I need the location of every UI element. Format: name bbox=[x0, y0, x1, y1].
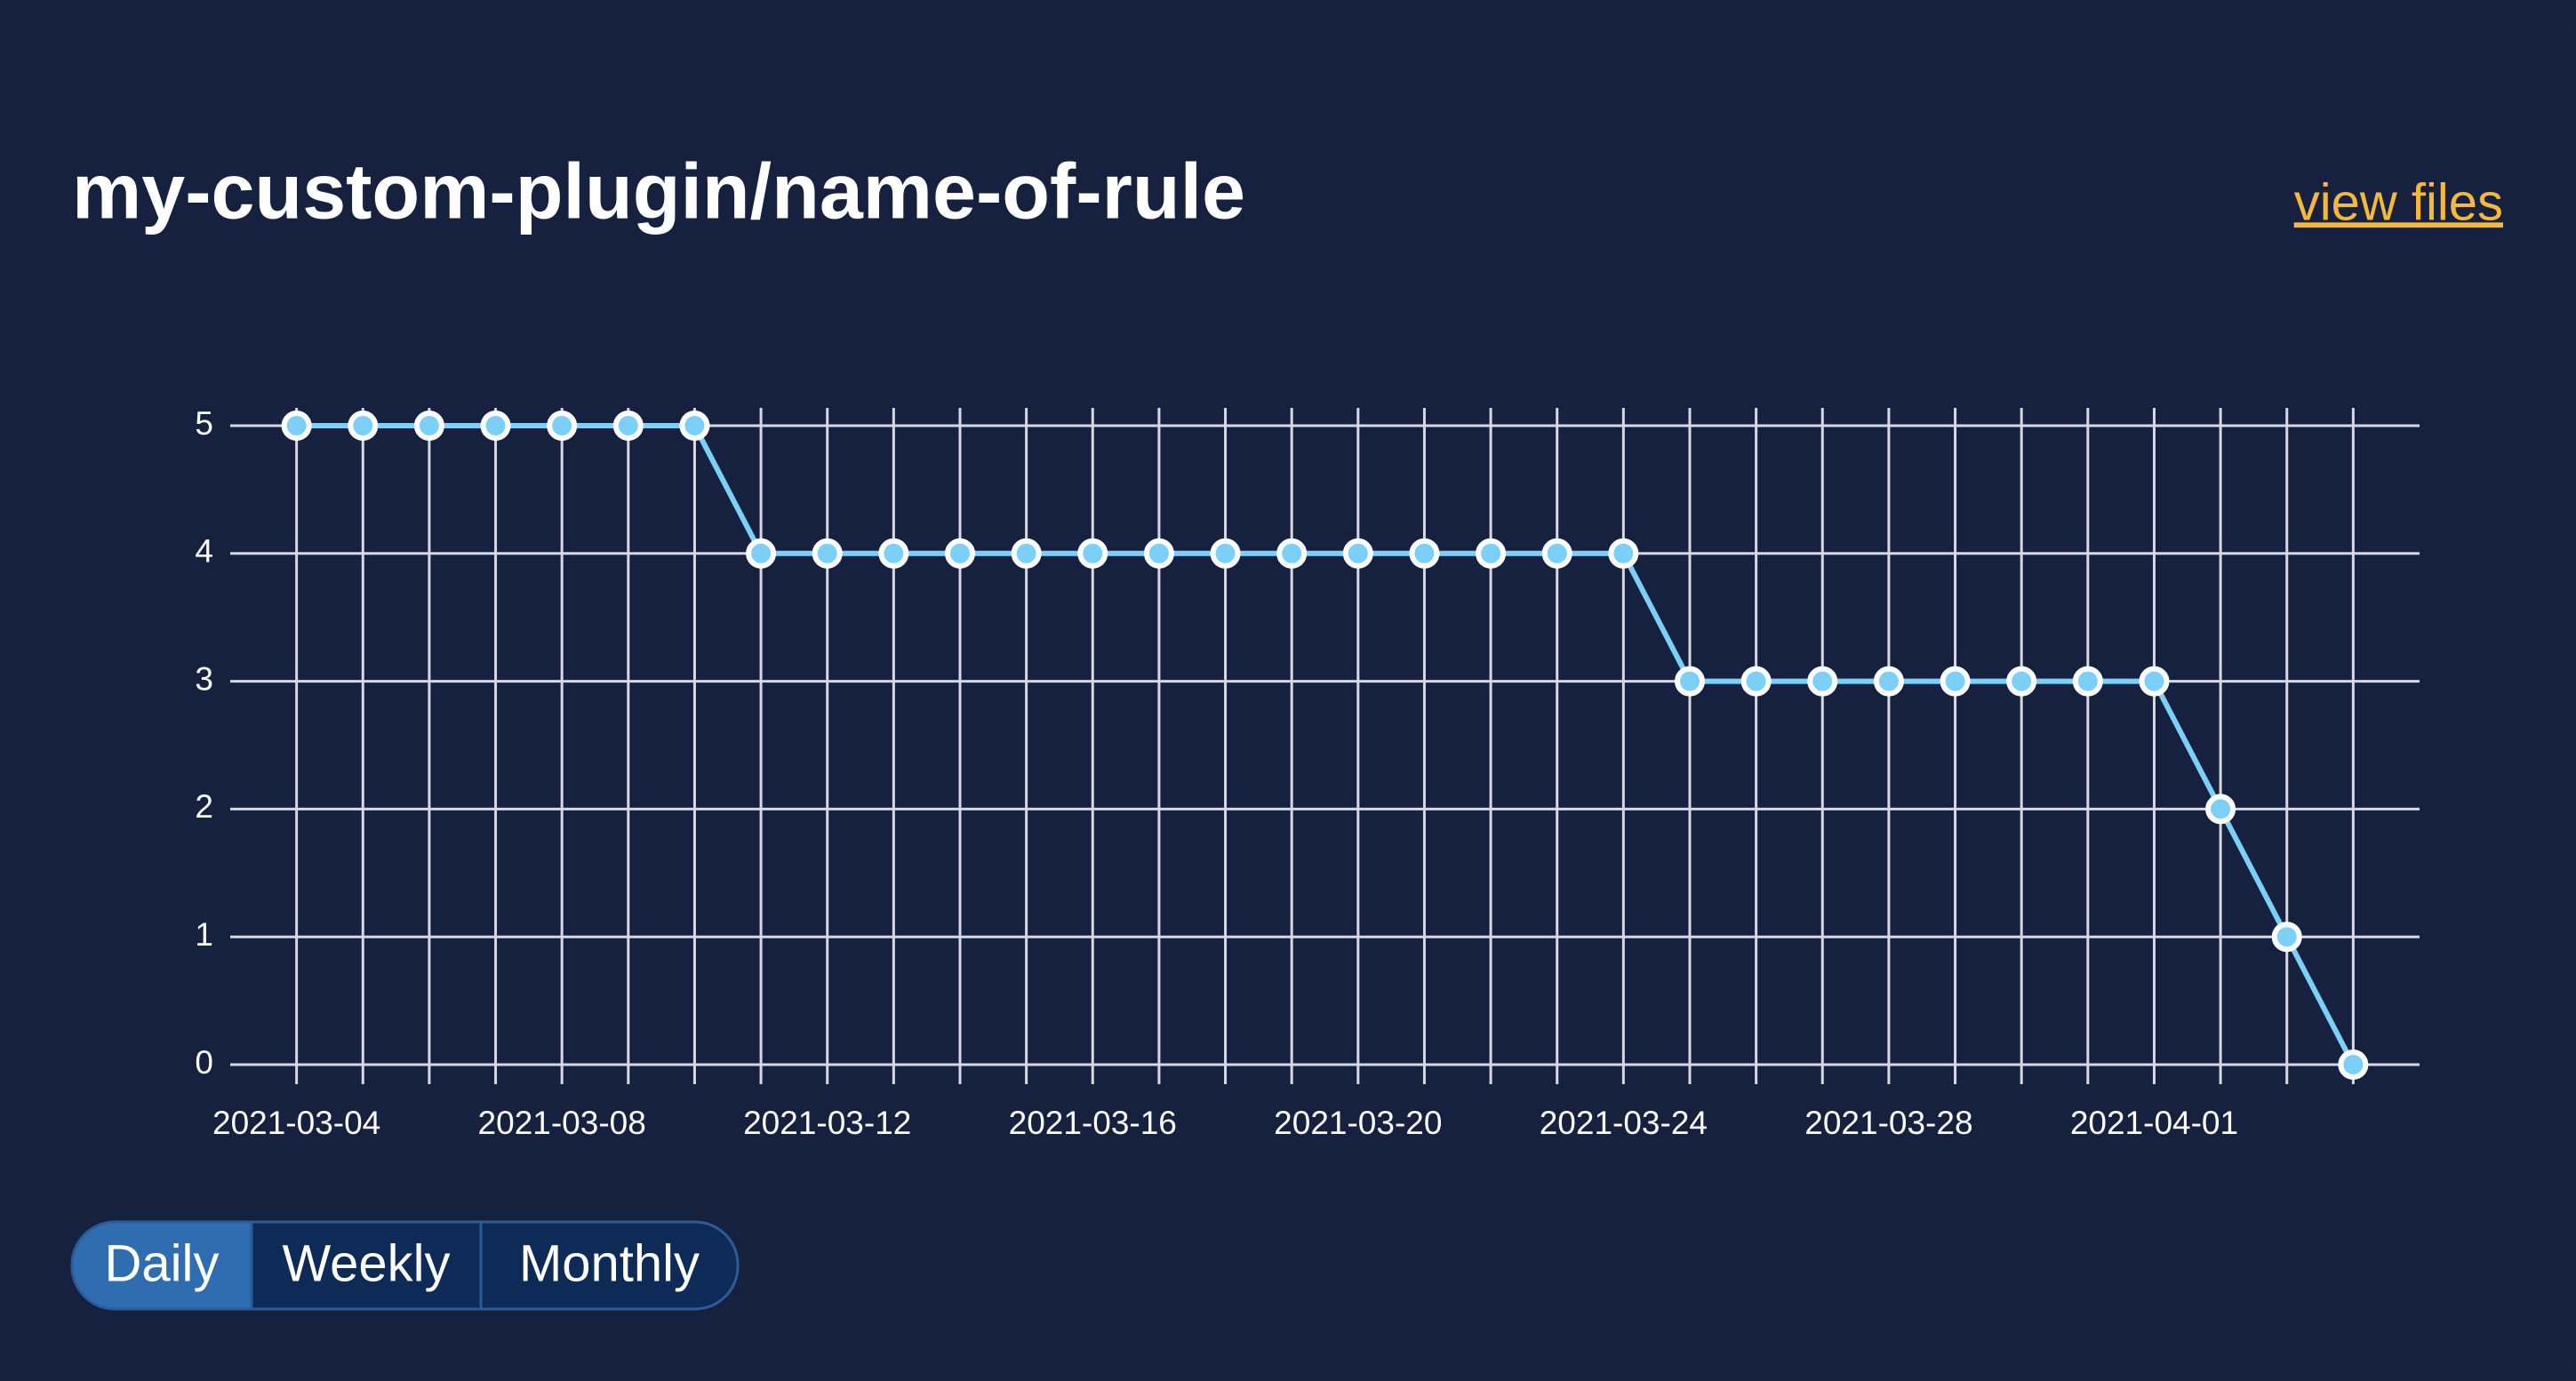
data-point bbox=[2338, 1050, 2369, 1080]
x-tick-label: 2021-03-24 bbox=[1540, 1105, 1708, 1141]
data-point bbox=[348, 411, 379, 441]
x-tick-label: 2021-03-08 bbox=[478, 1105, 646, 1141]
y-tick-label: 4 bbox=[195, 533, 213, 570]
period-button-background bbox=[72, 1222, 252, 1309]
period-button-background bbox=[252, 1222, 481, 1309]
data-point bbox=[480, 411, 511, 441]
data-point bbox=[2006, 666, 2037, 697]
data-point bbox=[1476, 538, 1507, 569]
data-point bbox=[1276, 538, 1308, 569]
data-point bbox=[878, 538, 909, 569]
data-point bbox=[1940, 666, 1971, 697]
x-tick-label: 2021-03-04 bbox=[212, 1105, 380, 1141]
y-tick-label: 5 bbox=[195, 405, 213, 442]
data-point bbox=[1608, 538, 1639, 569]
period-label[interactable]: Daily bbox=[105, 1234, 220, 1292]
data-point bbox=[1143, 538, 1174, 569]
data-point bbox=[679, 411, 710, 441]
data-point bbox=[1011, 538, 1042, 569]
y-tick-label: 1 bbox=[195, 916, 213, 953]
data-point bbox=[612, 411, 644, 441]
data-point bbox=[1740, 666, 1772, 697]
x-tick-label: 2021-03-12 bbox=[743, 1105, 911, 1141]
chart-title: my-custom-plugin/name-of-rule bbox=[72, 147, 1245, 235]
data-point bbox=[413, 411, 444, 441]
period-label[interactable]: Monthly bbox=[519, 1234, 700, 1292]
data-point bbox=[2072, 666, 2103, 697]
data-point bbox=[1675, 666, 1705, 697]
x-tick-label: 2021-03-16 bbox=[1009, 1105, 1177, 1141]
period-label[interactable]: Weekly bbox=[282, 1234, 450, 1292]
data-point bbox=[547, 411, 578, 441]
data-point bbox=[2139, 666, 2170, 697]
period-button[interactable]: Monthly bbox=[479, 1222, 738, 1309]
period-button[interactable]: Weekly bbox=[250, 1222, 481, 1309]
data-point bbox=[2271, 922, 2302, 953]
data-point bbox=[281, 411, 312, 441]
data-point bbox=[746, 538, 777, 569]
period-toggle: Daily Weekly Monthly bbox=[70, 1220, 740, 1311]
data-point bbox=[1409, 538, 1440, 569]
data-point bbox=[1342, 538, 1373, 569]
data-point bbox=[812, 538, 843, 569]
view-files-link[interactable]: view files bbox=[2294, 173, 2503, 231]
data-point bbox=[1210, 538, 1241, 569]
x-tick-label: 2021-03-20 bbox=[1274, 1105, 1442, 1141]
y-tick-label: 0 bbox=[195, 1044, 213, 1081]
period-button[interactable]: Daily bbox=[72, 1222, 252, 1309]
data-point bbox=[2205, 794, 2236, 825]
y-tick-label: 2 bbox=[195, 788, 213, 825]
data-point bbox=[945, 538, 975, 569]
toggle-border bbox=[70, 1220, 740, 1311]
data-point bbox=[1077, 538, 1108, 569]
period-button-background bbox=[481, 1222, 738, 1309]
data-point bbox=[1807, 666, 1838, 697]
x-tick-label: 2021-03-28 bbox=[1804, 1105, 1972, 1141]
data-point bbox=[1873, 666, 1904, 697]
x-tick-label: 2021-04-01 bbox=[2070, 1105, 2238, 1141]
y-tick-label: 3 bbox=[195, 660, 213, 697]
data-point bbox=[1541, 538, 1572, 569]
